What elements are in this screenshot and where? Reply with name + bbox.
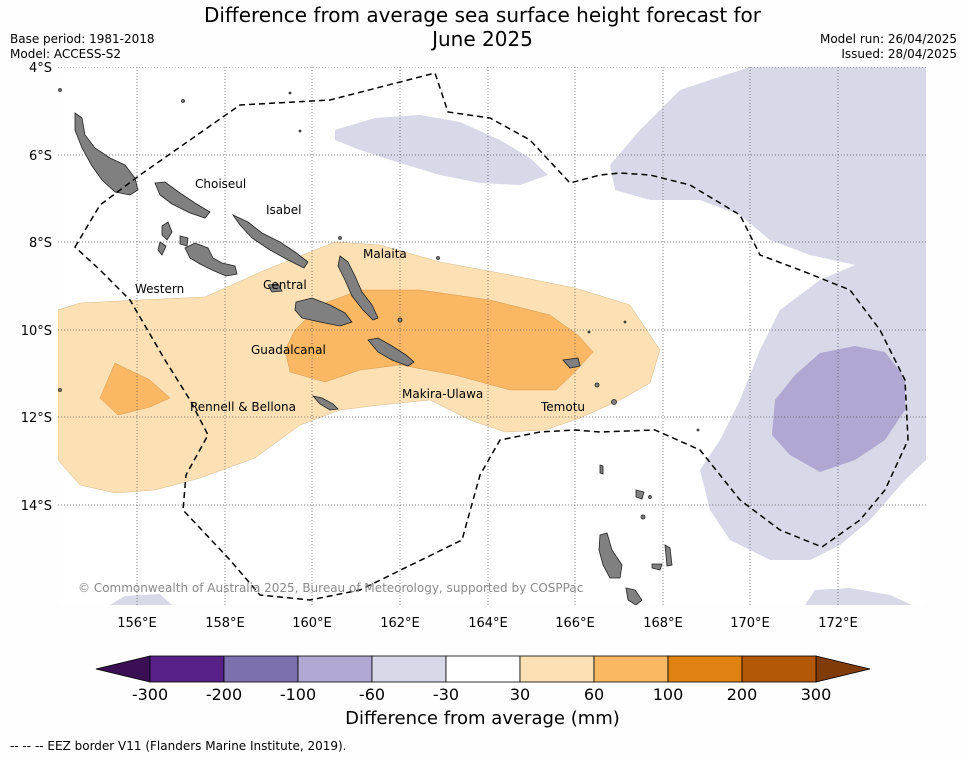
label-isabel: Isabel xyxy=(266,203,301,217)
latitude-labels: 4°S 6°S 8°S 10°S 12°S 14°S xyxy=(21,61,52,514)
ambae-island xyxy=(651,563,663,571)
colorbar-tick-label: 100 xyxy=(653,685,684,704)
colorbar-segment-0 xyxy=(149,655,225,683)
espiritu-santo-island xyxy=(598,532,623,579)
new-georgia-group xyxy=(184,242,238,277)
colorbar-arrow-low xyxy=(95,655,151,683)
colorbar-tick-label: -60 xyxy=(359,685,385,704)
model-run-date: Model run: 26/04/2025 xyxy=(819,32,957,46)
colorbar-tick-label: 300 xyxy=(801,685,832,704)
anomaly-pos-60-100-central xyxy=(284,289,594,391)
label-central: Central xyxy=(263,278,307,292)
eez-border-solomon-islands xyxy=(74,72,909,601)
colorbar-tick-label: -300 xyxy=(132,685,168,704)
vella-lavella-island xyxy=(161,221,173,241)
map-title: Difference from average sea surface heig… xyxy=(0,3,965,51)
label-temotu: Temotu xyxy=(540,400,585,414)
lon-label-170e: 170°E xyxy=(730,616,770,631)
anomaly-neg-100-60 xyxy=(772,346,905,472)
guadalcanal-island xyxy=(294,297,353,327)
model-info: Base period: 1981-2018 Model: ACCESS-S2 xyxy=(10,32,155,62)
base-period: Base period: 1981-2018 xyxy=(10,32,155,46)
colorbar-segment-2 xyxy=(297,655,373,683)
lon-label-168e: 168°E xyxy=(643,616,683,631)
colorbar-label: Difference from average (mm) xyxy=(345,708,620,729)
colorbar-tick-label: 60 xyxy=(584,685,604,704)
eez-legend-note: -- -- -- EEZ border V11 (Flanders Marine… xyxy=(10,739,347,753)
choiseul-island xyxy=(154,181,211,219)
colorbar-tick-label: -30 xyxy=(433,685,459,704)
nendo-island xyxy=(562,357,581,369)
label-choiseul: Choiseul xyxy=(195,177,246,191)
label-makira-ulawa: Makira-Ulawa xyxy=(402,387,483,401)
model-name: Model: ACCESS-S2 xyxy=(10,47,122,61)
colorbar-segment-3 xyxy=(371,655,447,683)
ranongga-island xyxy=(157,241,167,256)
colorbar-tick-label: -200 xyxy=(206,685,242,704)
bougainville-island xyxy=(74,112,139,196)
anomaly-neg-60-30-north xyxy=(335,115,548,185)
lat-label-14s: 14°S xyxy=(21,499,52,514)
colorbar-segment-6 xyxy=(593,655,669,683)
graticule xyxy=(58,67,926,605)
maewo-island xyxy=(664,544,673,567)
lat-label-6s: 6°S xyxy=(29,149,52,164)
colorbar-segment-5 xyxy=(519,655,595,683)
label-guadalcanal: Guadalcanal xyxy=(251,343,326,357)
vanua-lava-island xyxy=(635,489,645,500)
malaita-island xyxy=(337,255,379,321)
title-line-1: Difference from average sea surface heig… xyxy=(203,3,762,27)
lon-label-166e: 166°E xyxy=(555,616,595,631)
lon-label-160e: 160°E xyxy=(292,616,332,631)
colorbar-segment-7 xyxy=(667,655,743,683)
lat-label-4s: 4°S xyxy=(29,61,52,76)
lon-label-158e: 158°E xyxy=(205,616,245,631)
copyright-notice: © Commonwealth of Australia 2025, Bureau… xyxy=(78,581,583,595)
lat-label-10s: 10°S xyxy=(21,324,52,339)
title-line-2: June 2025 xyxy=(432,27,533,51)
colorbar-arrow-high xyxy=(815,655,871,683)
run-info: Model run: 26/04/2025 Issued: 28/04/2025 xyxy=(820,32,957,62)
torres-islands xyxy=(599,464,604,475)
lon-label-164e: 164°E xyxy=(468,616,508,631)
label-malaita: Malaita xyxy=(363,247,407,261)
map-panel xyxy=(58,67,926,605)
anomaly-neg-60-30-south xyxy=(805,588,912,605)
issued-date: Issued: 28/04/2025 xyxy=(841,47,957,61)
colorbar-tick-label: -100 xyxy=(280,685,316,704)
colorbar-segment-4 xyxy=(445,655,521,683)
lat-label-8s: 8°S xyxy=(29,236,52,251)
rennell-island xyxy=(311,395,339,411)
land-masses xyxy=(58,88,700,605)
longitude-labels: 156°E 158°E 160°E 162°E 164°E 166°E 168°… xyxy=(117,616,858,631)
colorbar-tick-label: 200 xyxy=(727,685,758,704)
lon-label-156e: 156°E xyxy=(117,616,157,631)
santa-isabel-island xyxy=(231,214,309,269)
colorbar-segment-1 xyxy=(223,655,299,683)
malekula-island xyxy=(625,587,643,605)
lat-label-12s: 12°S xyxy=(21,411,52,426)
colorbar-segment-8 xyxy=(741,655,817,683)
colorbar-tick-label: 30 xyxy=(510,685,530,704)
anomaly-pos-60-100-west xyxy=(99,362,171,416)
label-western: Western xyxy=(135,282,184,296)
anomaly-neg-60-30-southwest xyxy=(110,594,172,605)
makira-island xyxy=(367,337,415,367)
kolombangara-island xyxy=(179,235,189,247)
lon-label-162e: 162°E xyxy=(380,616,420,631)
province-labels: Choiseul Isabel Malaita Western Central … xyxy=(135,177,585,414)
label-rennell-bellona: Rennell & Bellona xyxy=(190,400,296,414)
lon-label-172e: 172°E xyxy=(818,616,858,631)
colorbar: -300 -200 -100 -60 -30 30 60 100 200 300 xyxy=(95,655,871,704)
russell-islands xyxy=(267,283,283,293)
